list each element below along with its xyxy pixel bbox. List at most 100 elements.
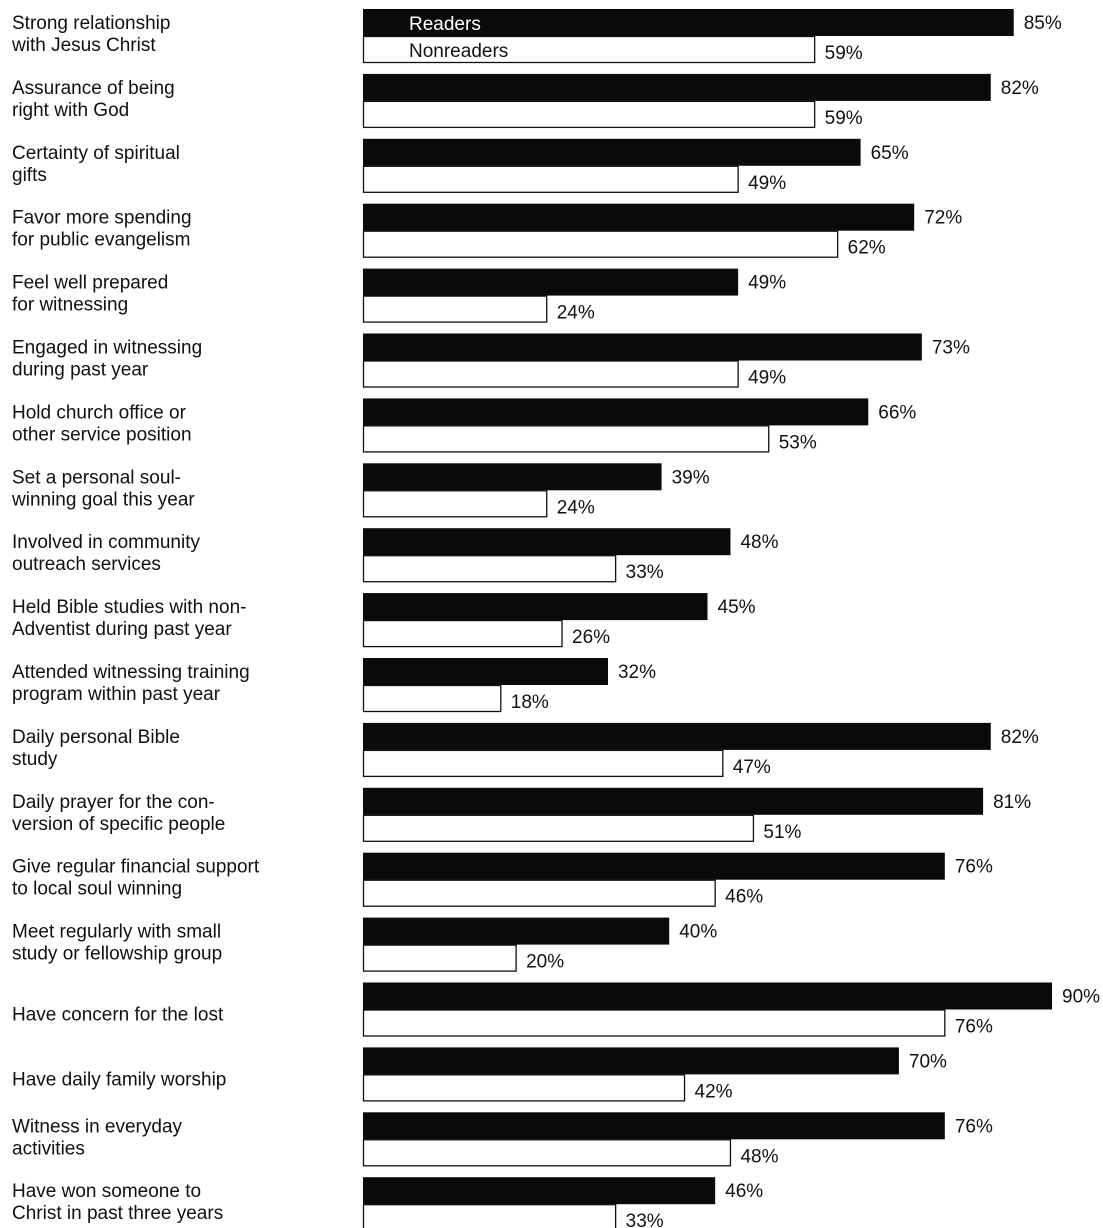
bar-readers — [363, 982, 1052, 1010]
category-label-line: Daily personal Bible — [12, 727, 180, 748]
bar-readers — [363, 333, 922, 361]
category-label-line: version of specific people — [12, 814, 225, 835]
category-label-line: Engaged in witnessing — [12, 338, 202, 359]
value-label-readers: 49% — [748, 273, 786, 294]
category-label: Strong relationship with Jesus Christ — [11, 13, 170, 56]
category-label-line: program within past year — [12, 684, 221, 705]
value-label-nonreaders: 48% — [740, 1146, 778, 1167]
category-label-line: outreach services — [12, 554, 161, 575]
value-label-nonreaders: 33% — [626, 1211, 664, 1228]
category-label-line: with Jesus Christ — [11, 35, 156, 56]
category-label: Feel well prepared for witnessing — [12, 273, 168, 316]
bar-readers — [363, 268, 739, 296]
category-label: Favor more spending for public evangelism — [12, 208, 192, 251]
category-label-line: Hold church office or — [12, 402, 187, 423]
bar-nonreaders — [362, 295, 548, 323]
legend-nonreaders: Nonreaders — [409, 41, 508, 62]
category-label-line: Adventist during past year — [12, 619, 232, 640]
category-label-line: Witness in everyday — [12, 1116, 183, 1137]
value-label-nonreaders: 24% — [557, 497, 595, 518]
category-label: Witness in everyday activities — [12, 1116, 183, 1159]
bar-readers — [363, 9, 1014, 36]
value-label-nonreaders: 20% — [526, 952, 564, 973]
bar-nonreaders — [362, 879, 716, 907]
bar-readers — [363, 138, 861, 166]
bar-nonreaders — [362, 944, 517, 972]
category-label-line: Strong relationship — [12, 13, 170, 34]
category-label: Daily prayer for the con-version of spec… — [12, 792, 225, 835]
bars — [362, 9, 1052, 1228]
category-labels: Strong relationship with Jesus Christ Assu… — [11, 13, 260, 1224]
bar-nonreaders — [362, 1009, 946, 1037]
value-label-nonreaders: 24% — [557, 303, 595, 324]
category-label: Give regular financial support to local s… — [12, 857, 260, 900]
category-label-line: for witnessing — [12, 295, 128, 316]
value-labels: 85% 59% 82% 59% 65% 49% 72% 62% 49% 24% 73% 49% 66% 5… — [511, 13, 1100, 1228]
category-label-line: Assurance of being — [12, 78, 175, 99]
category-label-line: Certainty of spiritual — [12, 143, 180, 164]
bar-readers — [363, 1112, 945, 1140]
bar-nonreaders — [362, 425, 770, 453]
category-label: Involved in community outreach services — [12, 532, 200, 575]
value-label-readers: 48% — [740, 532, 778, 553]
category-label-line: Daily prayer for the con- — [12, 792, 215, 813]
bar-readers — [363, 73, 991, 101]
value-label-nonreaders: 53% — [779, 432, 817, 453]
value-label-nonreaders: 47% — [733, 757, 771, 778]
value-label-readers: 46% — [725, 1181, 763, 1202]
category-label-line: Meet regularly with small — [12, 922, 221, 943]
category-label-line: for public evangelism — [12, 230, 190, 251]
value-label-readers: 82% — [1001, 727, 1039, 748]
value-label-readers: 70% — [909, 1051, 947, 1072]
bar-nonreaders — [362, 555, 617, 583]
value-label-nonreaders: 76% — [955, 1017, 993, 1038]
category-label-line: Favor more spending — [12, 208, 192, 229]
bar-readers — [363, 852, 945, 880]
category-label-line: Give regular financial support — [12, 857, 260, 878]
bar-readers — [363, 463, 662, 491]
category-label: Daily personal Bible study — [12, 727, 180, 770]
bar-readers — [363, 787, 984, 815]
bar-nonreaders — [362, 814, 755, 842]
category-label: Held Bible studies with non-Adventist du… — [12, 597, 246, 640]
value-label-nonreaders: 49% — [748, 173, 786, 194]
bar-nonreaders — [362, 684, 502, 713]
bar-readers — [363, 593, 708, 621]
category-label: Engaged in witnessing during past year — [12, 338, 202, 381]
bar-readers — [363, 658, 608, 685]
category-label-line: Held Bible studies with non- — [12, 597, 246, 618]
value-label-readers: 81% — [993, 792, 1031, 813]
value-label-readers: 40% — [679, 922, 717, 943]
value-label-readers: 72% — [924, 208, 962, 229]
value-label-readers: 45% — [718, 597, 756, 618]
bar-nonreaders — [362, 1074, 686, 1102]
category-label: Certainty of spiritual gifts — [12, 143, 180, 186]
category-label-line: right with God — [12, 100, 129, 121]
value-label-nonreaders: 33% — [626, 562, 664, 583]
category-label: Have daily family worship — [12, 1069, 226, 1090]
value-label-nonreaders: 26% — [572, 627, 610, 648]
value-label-readers: 39% — [672, 467, 710, 488]
category-label: Have won someone to Christ in past three … — [12, 1181, 223, 1224]
category-label-line: Set a personal soul- — [12, 467, 181, 488]
category-label-line: Involved in community — [12, 532, 200, 553]
bar-nonreaders — [362, 360, 739, 388]
bar-nonreaders — [362, 230, 839, 258]
value-label-nonreaders: 51% — [763, 822, 801, 843]
value-label-readers: 76% — [955, 857, 993, 878]
bar-nonreaders — [362, 35, 816, 64]
bar-nonreaders — [362, 165, 739, 193]
bar-nonreaders — [362, 1139, 732, 1167]
legend: Readers Nonreaders — [409, 14, 508, 62]
category-label-line: study — [12, 749, 58, 770]
value-label-nonreaders: 59% — [825, 108, 863, 129]
value-label-readers: 65% — [871, 143, 909, 164]
category-label-line: study or fellowship group — [12, 944, 222, 965]
category-label: Have concern for the lost — [12, 1005, 224, 1026]
value-label-readers: 90% — [1062, 987, 1100, 1008]
bar-nonreaders — [362, 619, 563, 648]
bar-readers — [363, 528, 731, 556]
category-label-line: Attended witnessing training — [12, 662, 250, 683]
bar-readers — [363, 917, 670, 945]
value-label-nonreaders: 62% — [848, 238, 886, 259]
